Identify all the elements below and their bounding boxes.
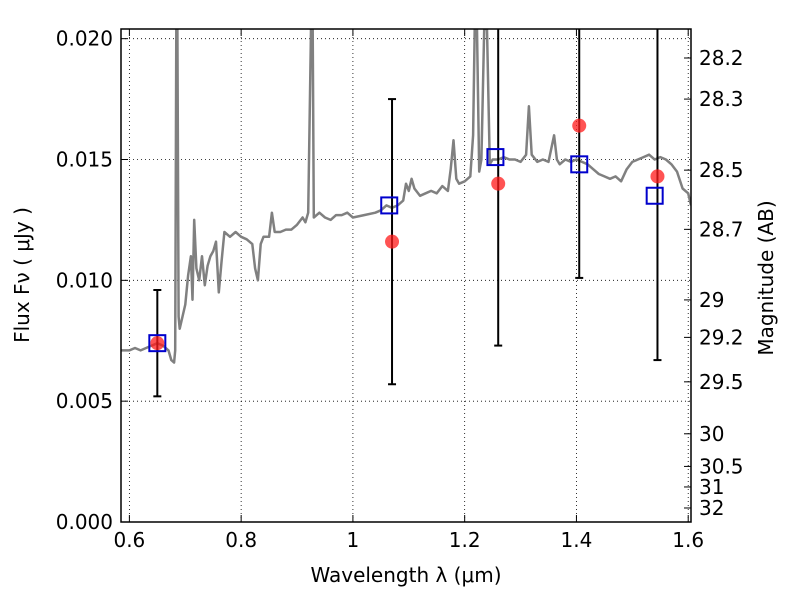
magnitude-tick-label-5: 29.2 bbox=[699, 325, 744, 349]
observed-point-4 bbox=[650, 169, 665, 184]
right-axis-label: Magnitude (AB) bbox=[754, 200, 778, 355]
model-square-0 bbox=[148, 334, 167, 353]
label-layer: Wavelength λ (μm) Flux Fν ( μJy ) Magnit… bbox=[10, 200, 778, 587]
observed-point-3 bbox=[572, 118, 587, 133]
x-tick-label-1: 0.8 bbox=[225, 528, 257, 552]
y-tick-label-2: 0.010 bbox=[56, 268, 113, 292]
x-tick-label-3: 1.2 bbox=[449, 528, 481, 552]
model-square-3 bbox=[570, 155, 589, 174]
model-square-1 bbox=[380, 196, 399, 215]
y-tick-label-4: 0.020 bbox=[56, 27, 113, 51]
x-tick-label-0: 0.6 bbox=[113, 528, 145, 552]
magnitude-tick-label-2: 28.5 bbox=[699, 158, 744, 182]
magnitude-tick-label-7: 30 bbox=[699, 422, 724, 446]
marker-layer bbox=[148, 118, 665, 353]
y-tick-label-1: 0.005 bbox=[56, 389, 113, 413]
observed-point-2 bbox=[491, 176, 506, 191]
magnitude-tick-label-8: 30.5 bbox=[699, 454, 744, 478]
plot-frame bbox=[120, 28, 692, 523]
magnitude-tick-label-4: 29 bbox=[699, 288, 724, 312]
model-square-2 bbox=[486, 148, 505, 167]
axes-layer: 0.6 0.8 1 1.2 1.4 1.6 0.000 0.005 0.010 0.015 0.02… bbox=[56, 27, 744, 552]
y-tick-label-0: 0.000 bbox=[56, 510, 113, 534]
magnitude-tick-label-0: 28.2 bbox=[699, 46, 744, 70]
y-tick-label-3: 0.015 bbox=[56, 148, 113, 172]
magnitude-tick-label-6: 29.5 bbox=[699, 370, 744, 394]
magnitude-tick-label-9: 31 bbox=[699, 475, 724, 499]
magnitude-tick-label-10: 32 bbox=[699, 496, 724, 520]
model-square-4 bbox=[645, 186, 664, 205]
observed-point-0 bbox=[150, 336, 165, 351]
x-tick-label-5: 1.6 bbox=[672, 528, 704, 552]
observed-point-1 bbox=[385, 234, 400, 249]
y-axis-label: Flux Fν ( μJy ) bbox=[10, 207, 34, 343]
x-tick-label-4: 1.4 bbox=[561, 528, 593, 552]
x-axis-label: Wavelength λ (μm) bbox=[310, 563, 501, 587]
magnitude-tick-label-1: 28.3 bbox=[699, 87, 744, 111]
x-tick-label-2: 1 bbox=[347, 528, 360, 552]
magnitude-tick-label-3: 28.7 bbox=[699, 217, 744, 241]
